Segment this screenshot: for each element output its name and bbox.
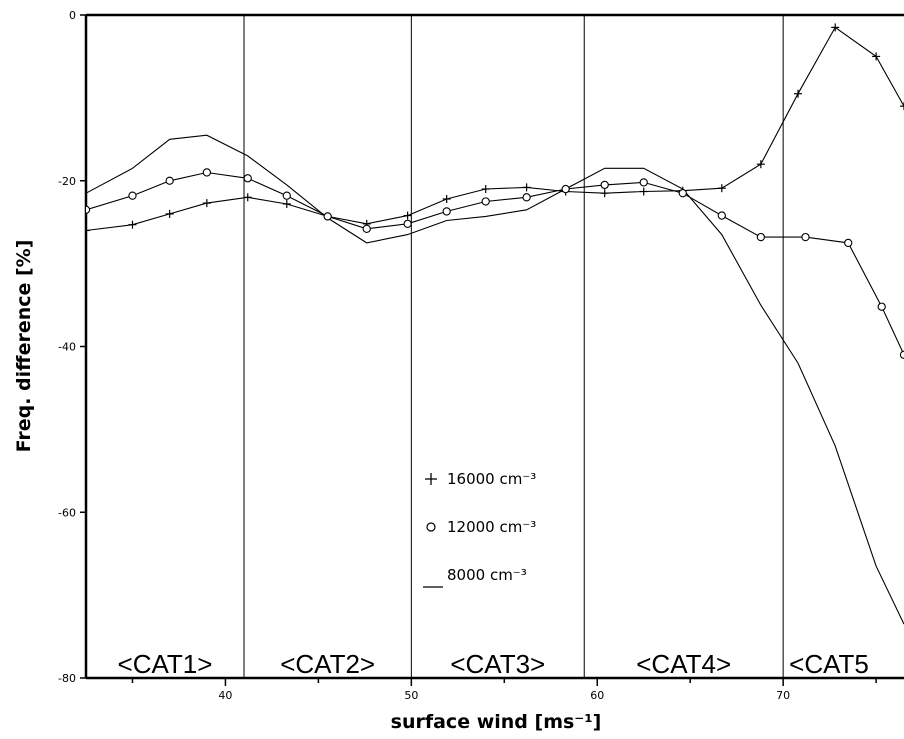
data-point-circle — [86, 205, 91, 214]
category-label-1: <CAT1> — [118, 649, 213, 679]
data-point-plus — [165, 209, 174, 218]
data-point-plus — [202, 199, 211, 208]
category-labels: <CAT1> <CAT2> <CAT3> <CAT4> <CAT5 — [118, 649, 869, 679]
x-tick-label: 40 — [218, 689, 232, 702]
y-axis-ticks: 0 -20 -40 -60 -80 — [58, 9, 86, 685]
y-tick-label: -80 — [58, 672, 76, 685]
data-point-plus — [403, 211, 412, 220]
data-point-circle — [442, 207, 451, 216]
data-point-plus — [282, 199, 291, 208]
data-point-circle — [481, 197, 490, 206]
legend: 16000 cm⁻³ 12000 cm⁻³ 8000 cm⁻³ — [423, 470, 536, 588]
y-tick-label: 0 — [69, 9, 76, 22]
y-tick-label: -60 — [58, 506, 76, 519]
data-point-circle — [202, 168, 211, 177]
series-lines — [86, 26, 904, 625]
data-point-circle — [678, 189, 687, 198]
data-point-plus — [872, 52, 881, 61]
legend-entry-2: 12000 cm⁻³ — [426, 518, 536, 536]
legend-entry-3: 8000 cm⁻³ — [423, 566, 527, 588]
data-point-plus — [717, 184, 726, 193]
data-point-plus — [639, 187, 648, 196]
data-point-circle — [362, 224, 371, 233]
category-label-4: <CAT4> — [636, 649, 731, 679]
category-label-5: <CAT5 — [789, 649, 869, 679]
x-tick-label: 70 — [776, 689, 790, 702]
data-point-plus — [243, 193, 252, 202]
x-axis-title: surface wind [ms⁻¹] — [391, 711, 602, 733]
data-point-plus — [442, 194, 451, 203]
data-point-circle — [756, 232, 765, 242]
category-label-2: <CAT2> — [280, 649, 375, 679]
x-tick-label: 50 — [404, 689, 418, 702]
legend-label: 8000 cm⁻³ — [447, 566, 527, 584]
series-markers — [86, 23, 904, 359]
data-point-circle — [323, 212, 332, 221]
data-point-circle — [600, 180, 609, 190]
data-point-circle — [165, 176, 174, 185]
series-line-1 — [86, 26, 904, 232]
category-label-3: <CAT3> — [450, 649, 545, 679]
series-line-2 — [86, 171, 904, 356]
data-point-plus — [794, 89, 803, 98]
series-line-3 — [86, 134, 904, 625]
data-point-circle — [561, 184, 570, 194]
category-boundaries — [243, 15, 784, 678]
data-point-plus — [522, 183, 531, 192]
y-tick-label: -20 — [58, 175, 76, 188]
data-point-circle — [899, 350, 904, 359]
data-point-plus — [900, 102, 904, 111]
legend-label: 12000 cm⁻³ — [447, 518, 536, 536]
data-point-circle — [717, 211, 726, 220]
data-point-circle — [877, 302, 886, 311]
data-point-circle — [282, 191, 291, 200]
data-point-plus — [600, 189, 609, 198]
data-point-plus — [831, 23, 840, 32]
data-point-circle — [403, 219, 412, 228]
data-point-plus — [481, 185, 490, 194]
data-point-circle — [243, 174, 252, 183]
legend-entry-1: 16000 cm⁻³ — [425, 470, 536, 488]
data-point-plus — [756, 160, 765, 169]
data-point-circle — [522, 193, 531, 202]
data-point-circle — [639, 178, 648, 187]
y-axis-title: Freq. difference [%] — [13, 240, 35, 453]
x-axis-ticks: 40 50 60 70 — [131, 678, 877, 702]
data-point-circle — [801, 232, 810, 242]
legend-circle — [426, 522, 436, 532]
x-tick-label: 60 — [590, 689, 604, 702]
legend-label: 16000 cm⁻³ — [447, 470, 536, 488]
data-point-plus — [86, 226, 90, 235]
data-point-circle — [844, 238, 853, 248]
data-point-plus — [128, 220, 137, 229]
y-tick-label: -40 — [58, 341, 76, 354]
data-point-circle — [128, 191, 137, 200]
